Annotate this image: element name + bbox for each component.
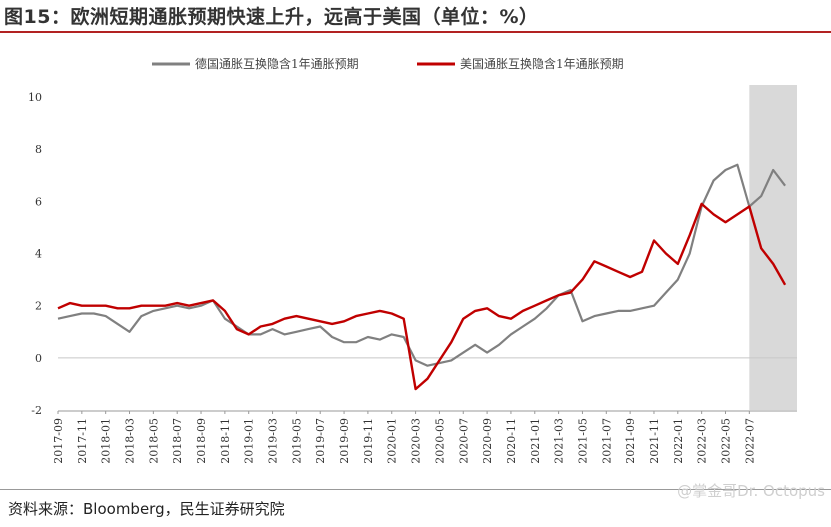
y-tick-label: 8 — [35, 143, 42, 156]
chart-title: 图15：欧洲短期通胀预期快速上升，远高于美国（单位：%） — [4, 6, 539, 28]
y-tick-label: -2 — [31, 404, 42, 417]
x-tick-label: 2022-05 — [719, 418, 732, 464]
source-note: 资料来源：Bloomberg，民生证券研究院 — [8, 500, 285, 518]
x-tick-label: 2019-11 — [362, 418, 375, 464]
legend-label: 德国通胀互换隐含1年通胀预期 — [195, 56, 359, 71]
x-tick-label: 2019-07 — [314, 418, 327, 464]
x-tick-label: 2021-09 — [624, 418, 637, 464]
axis-layer: -2 0 2 4 6 8 10 2017-09 2017-11 2018-01 2018-03 201… — [28, 91, 797, 464]
x-tick-label: 2018-07 — [171, 418, 184, 464]
x-tick-label: 2017-11 — [76, 418, 89, 464]
y-tick-label: 4 — [35, 248, 42, 261]
x-tick-label: 2019-03 — [267, 418, 280, 464]
x-tick-label: 2017-09 — [52, 418, 65, 464]
x-tick-label: 2022-01 — [672, 418, 685, 464]
x-tick-label: 2018-03 — [124, 418, 137, 464]
x-tick-label: 2020-03 — [410, 418, 423, 464]
legend-label: 美国通胀互换隐含1年通胀预期 — [460, 56, 624, 71]
x-tick-label: 2021-05 — [576, 418, 589, 464]
x-tick-label: 2022-03 — [696, 418, 709, 464]
x-tick-label: 2019-05 — [290, 418, 303, 464]
x-tick-label: 2020-05 — [433, 418, 446, 464]
x-tick-label: 2021-07 — [600, 418, 613, 464]
x-tick-label: 2018-09 — [195, 418, 208, 464]
x-tick-label: 2018-01 — [100, 418, 113, 464]
legend: 德国通胀互换隐含1年通胀预期 美国通胀互换隐含1年通胀预期 — [152, 56, 624, 71]
x-tick-label: 2018-05 — [147, 418, 160, 464]
x-tick-label: 2018-11 — [219, 418, 232, 464]
x-tick-label: 2021-03 — [553, 418, 566, 464]
x-tick-label: 2019-09 — [338, 418, 351, 464]
series-line — [57, 163, 786, 367]
x-tick-label: 2022-07 — [743, 418, 756, 464]
series-layer — [57, 163, 787, 391]
shaded-region-layer — [749, 85, 797, 410]
y-tick-label: 0 — [35, 352, 42, 365]
x-tick-label: 2020-07 — [457, 418, 470, 464]
x-tick-label: 2020-01 — [386, 418, 399, 464]
x-tick-label: 2019-01 — [243, 418, 256, 464]
series-line — [57, 202, 787, 391]
y-tick-label: 10 — [28, 91, 42, 104]
shaded-region — [749, 85, 797, 410]
x-tick-label: 2021-11 — [648, 418, 661, 464]
y-tick-label: 2 — [35, 300, 42, 313]
footer-rule — [0, 489, 831, 490]
x-tick-label: 2020-11 — [505, 418, 518, 464]
x-tick-label: 2021-01 — [529, 418, 542, 464]
line-chart: -2 0 2 4 6 8 10 2017-09 2017-11 2018-01 2018-03 201… — [28, 56, 797, 464]
y-tick-label: 6 — [35, 195, 42, 208]
x-tick-label: 2020-09 — [481, 418, 494, 464]
watermark: @掌金哥Dr. Octopus — [677, 482, 825, 500]
title-rule — [0, 31, 831, 33]
